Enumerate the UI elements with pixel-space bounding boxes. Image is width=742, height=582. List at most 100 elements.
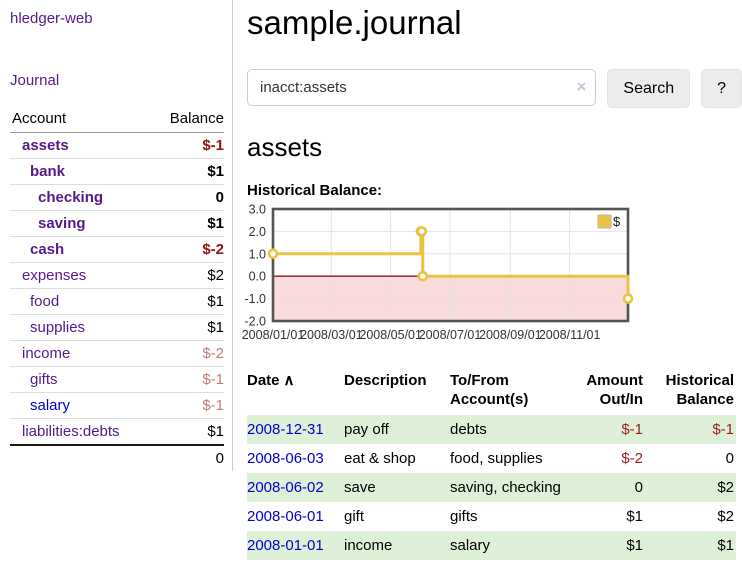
chart-label: Historical Balance: xyxy=(247,182,383,199)
account-link[interactable]: expenses xyxy=(22,267,87,284)
account-balance: $-1 xyxy=(153,366,224,393)
svg-text:0.0: 0.0 xyxy=(249,270,266,284)
account-row: expenses $2 xyxy=(10,262,224,289)
transaction-amount: $1 xyxy=(626,508,643,525)
account-link[interactable]: gifts xyxy=(30,371,58,388)
search-row: × Search ? xyxy=(247,69,742,108)
register-row: 2008-06-03 eat & shop food, supplies $-2… xyxy=(247,444,736,473)
register-row: 2008-06-01 gift gifts $1 $2 xyxy=(247,502,736,531)
svg-text:$: $ xyxy=(613,214,621,229)
transaction-date-link[interactable]: 2008-06-03 xyxy=(247,450,324,467)
transaction-description: gift xyxy=(344,508,365,525)
svg-text:2008/03/01: 2008/03/01 xyxy=(300,328,363,342)
transaction-date-link[interactable]: 2008-06-02 xyxy=(247,479,324,496)
account-balance: $2 xyxy=(153,262,224,289)
transaction-date-link[interactable]: 2008-06-01 xyxy=(247,508,324,525)
account-balance: $-2 xyxy=(153,236,224,263)
main-content: sample.journal × Search ? assets Histori… xyxy=(233,0,742,560)
sort-ascending-icon: ∧ xyxy=(283,372,295,389)
account-link[interactable]: cash xyxy=(30,241,65,258)
account-row: assets $-1 xyxy=(10,132,224,159)
register-row: 2008-01-01 income salary $1 $1 xyxy=(247,531,736,560)
account-row: liabilities:debts $1 xyxy=(10,418,224,446)
account-row: income $-2 xyxy=(10,340,224,367)
account-balance: $1 xyxy=(153,418,224,446)
search-box: × xyxy=(247,69,597,108)
app-title-link[interactable]: hledger-web xyxy=(10,10,93,27)
account-link[interactable]: supplies xyxy=(30,319,86,336)
transaction-accounts: debts xyxy=(450,421,487,438)
account-balance: $-1 xyxy=(153,132,224,159)
svg-text:-1.0: -1.0 xyxy=(244,292,266,306)
account-link[interactable]: checking xyxy=(38,189,104,206)
accounts-total-row: 0 xyxy=(10,445,224,471)
register-row: 2008-06-02 save saving, checking 0 $2 xyxy=(247,473,736,502)
account-link[interactable]: assets xyxy=(22,137,69,154)
account-link[interactable]: bank xyxy=(30,163,66,180)
svg-text:1.0: 1.0 xyxy=(249,247,266,261)
register-header-balance: Historical Balance xyxy=(665,372,734,408)
account-row: gifts $-1 xyxy=(10,366,224,393)
page-title: sample.journal xyxy=(247,4,462,41)
transaction-description: income xyxy=(344,537,393,554)
svg-text:2008/01/01: 2008/01/01 xyxy=(242,328,305,342)
transaction-description: pay off xyxy=(344,421,389,438)
sidebar-item-journal[interactable]: Journal xyxy=(10,72,60,89)
transaction-description: save xyxy=(344,479,376,496)
account-link[interactable]: food xyxy=(30,293,60,310)
account-row: supplies $1 xyxy=(10,314,224,341)
accounts-total-value: 0 xyxy=(215,450,224,467)
svg-text:3.0: 3.0 xyxy=(249,203,266,217)
transaction-balance: $2 xyxy=(717,479,734,496)
register-header-accounts: To/From Account(s) xyxy=(450,372,529,408)
transaction-balance: $-1 xyxy=(712,421,734,438)
clear-search-icon[interactable]: × xyxy=(576,77,587,96)
account-balance: $1 xyxy=(153,314,224,341)
transaction-amount: $-1 xyxy=(621,421,643,438)
svg-text:-2.0: -2.0 xyxy=(244,315,266,329)
register-header-amount: Amount Out/In xyxy=(586,372,643,408)
account-row: checking 0 xyxy=(10,184,224,211)
transaction-accounts: saving, checking xyxy=(450,479,561,496)
account-row: cash $-2 xyxy=(10,236,224,263)
help-button[interactable]: ? xyxy=(701,69,742,108)
account-row: saving $1 xyxy=(10,210,224,237)
svg-text:2008/11/01: 2008/11/01 xyxy=(539,328,601,342)
app-layout: hledger-web Journal Account Balance asse… xyxy=(0,0,742,560)
transaction-date-link[interactable]: 2008-12-31 xyxy=(247,421,324,438)
transaction-amount: 0 xyxy=(634,479,643,496)
account-row: food $1 xyxy=(10,288,224,315)
account-row: salary $-1 xyxy=(10,392,224,419)
search-button[interactable]: Search xyxy=(607,69,691,108)
svg-text:2.0: 2.0 xyxy=(249,225,266,239)
account-link[interactable]: saving xyxy=(38,215,86,232)
register-header-date[interactable]: Date ∧ xyxy=(247,372,295,389)
search-input[interactable] xyxy=(247,69,597,106)
transaction-accounts: salary xyxy=(450,537,491,554)
accounts-table: Account Balance assets $-1 bank $1 check… xyxy=(10,106,224,471)
account-balance: $1 xyxy=(153,288,224,315)
register-row: 2008-12-31 pay off debts $-1 $-1 xyxy=(247,415,736,444)
accounts-header-account: Account xyxy=(10,106,154,133)
transaction-description: eat & shop xyxy=(344,450,416,467)
account-link[interactable]: salary xyxy=(30,397,71,414)
transaction-accounts: gifts xyxy=(450,508,478,525)
transaction-date-link[interactable]: 2008-01-01 xyxy=(247,537,324,554)
transaction-balance: $2 xyxy=(717,508,734,525)
account-balance: 0 xyxy=(153,184,224,211)
transaction-amount: $1 xyxy=(626,537,643,554)
svg-text:2008/07/01: 2008/07/01 xyxy=(419,328,482,342)
svg-text:2008/09/01: 2008/09/01 xyxy=(479,328,542,342)
sidebar: hledger-web Journal Account Balance asse… xyxy=(0,0,233,471)
account-balance: $-1 xyxy=(153,392,224,419)
account-heading: assets xyxy=(247,132,323,162)
transaction-balance: 0 xyxy=(725,450,734,467)
accounts-header-balance: Balance xyxy=(153,106,224,133)
account-link[interactable]: liabilities:debts xyxy=(22,423,120,440)
account-balance: $-2 xyxy=(153,340,224,367)
svg-text:2008/05/01: 2008/05/01 xyxy=(359,328,422,342)
account-link[interactable]: income xyxy=(22,345,71,362)
historical-balance-chart: $3.0 2.0 1.0 0.0 -1.0 -2.0 2008/01/01 2008/03/0… xyxy=(238,203,742,350)
account-row: bank $1 xyxy=(10,158,224,185)
register-header-description: Description xyxy=(344,372,427,389)
